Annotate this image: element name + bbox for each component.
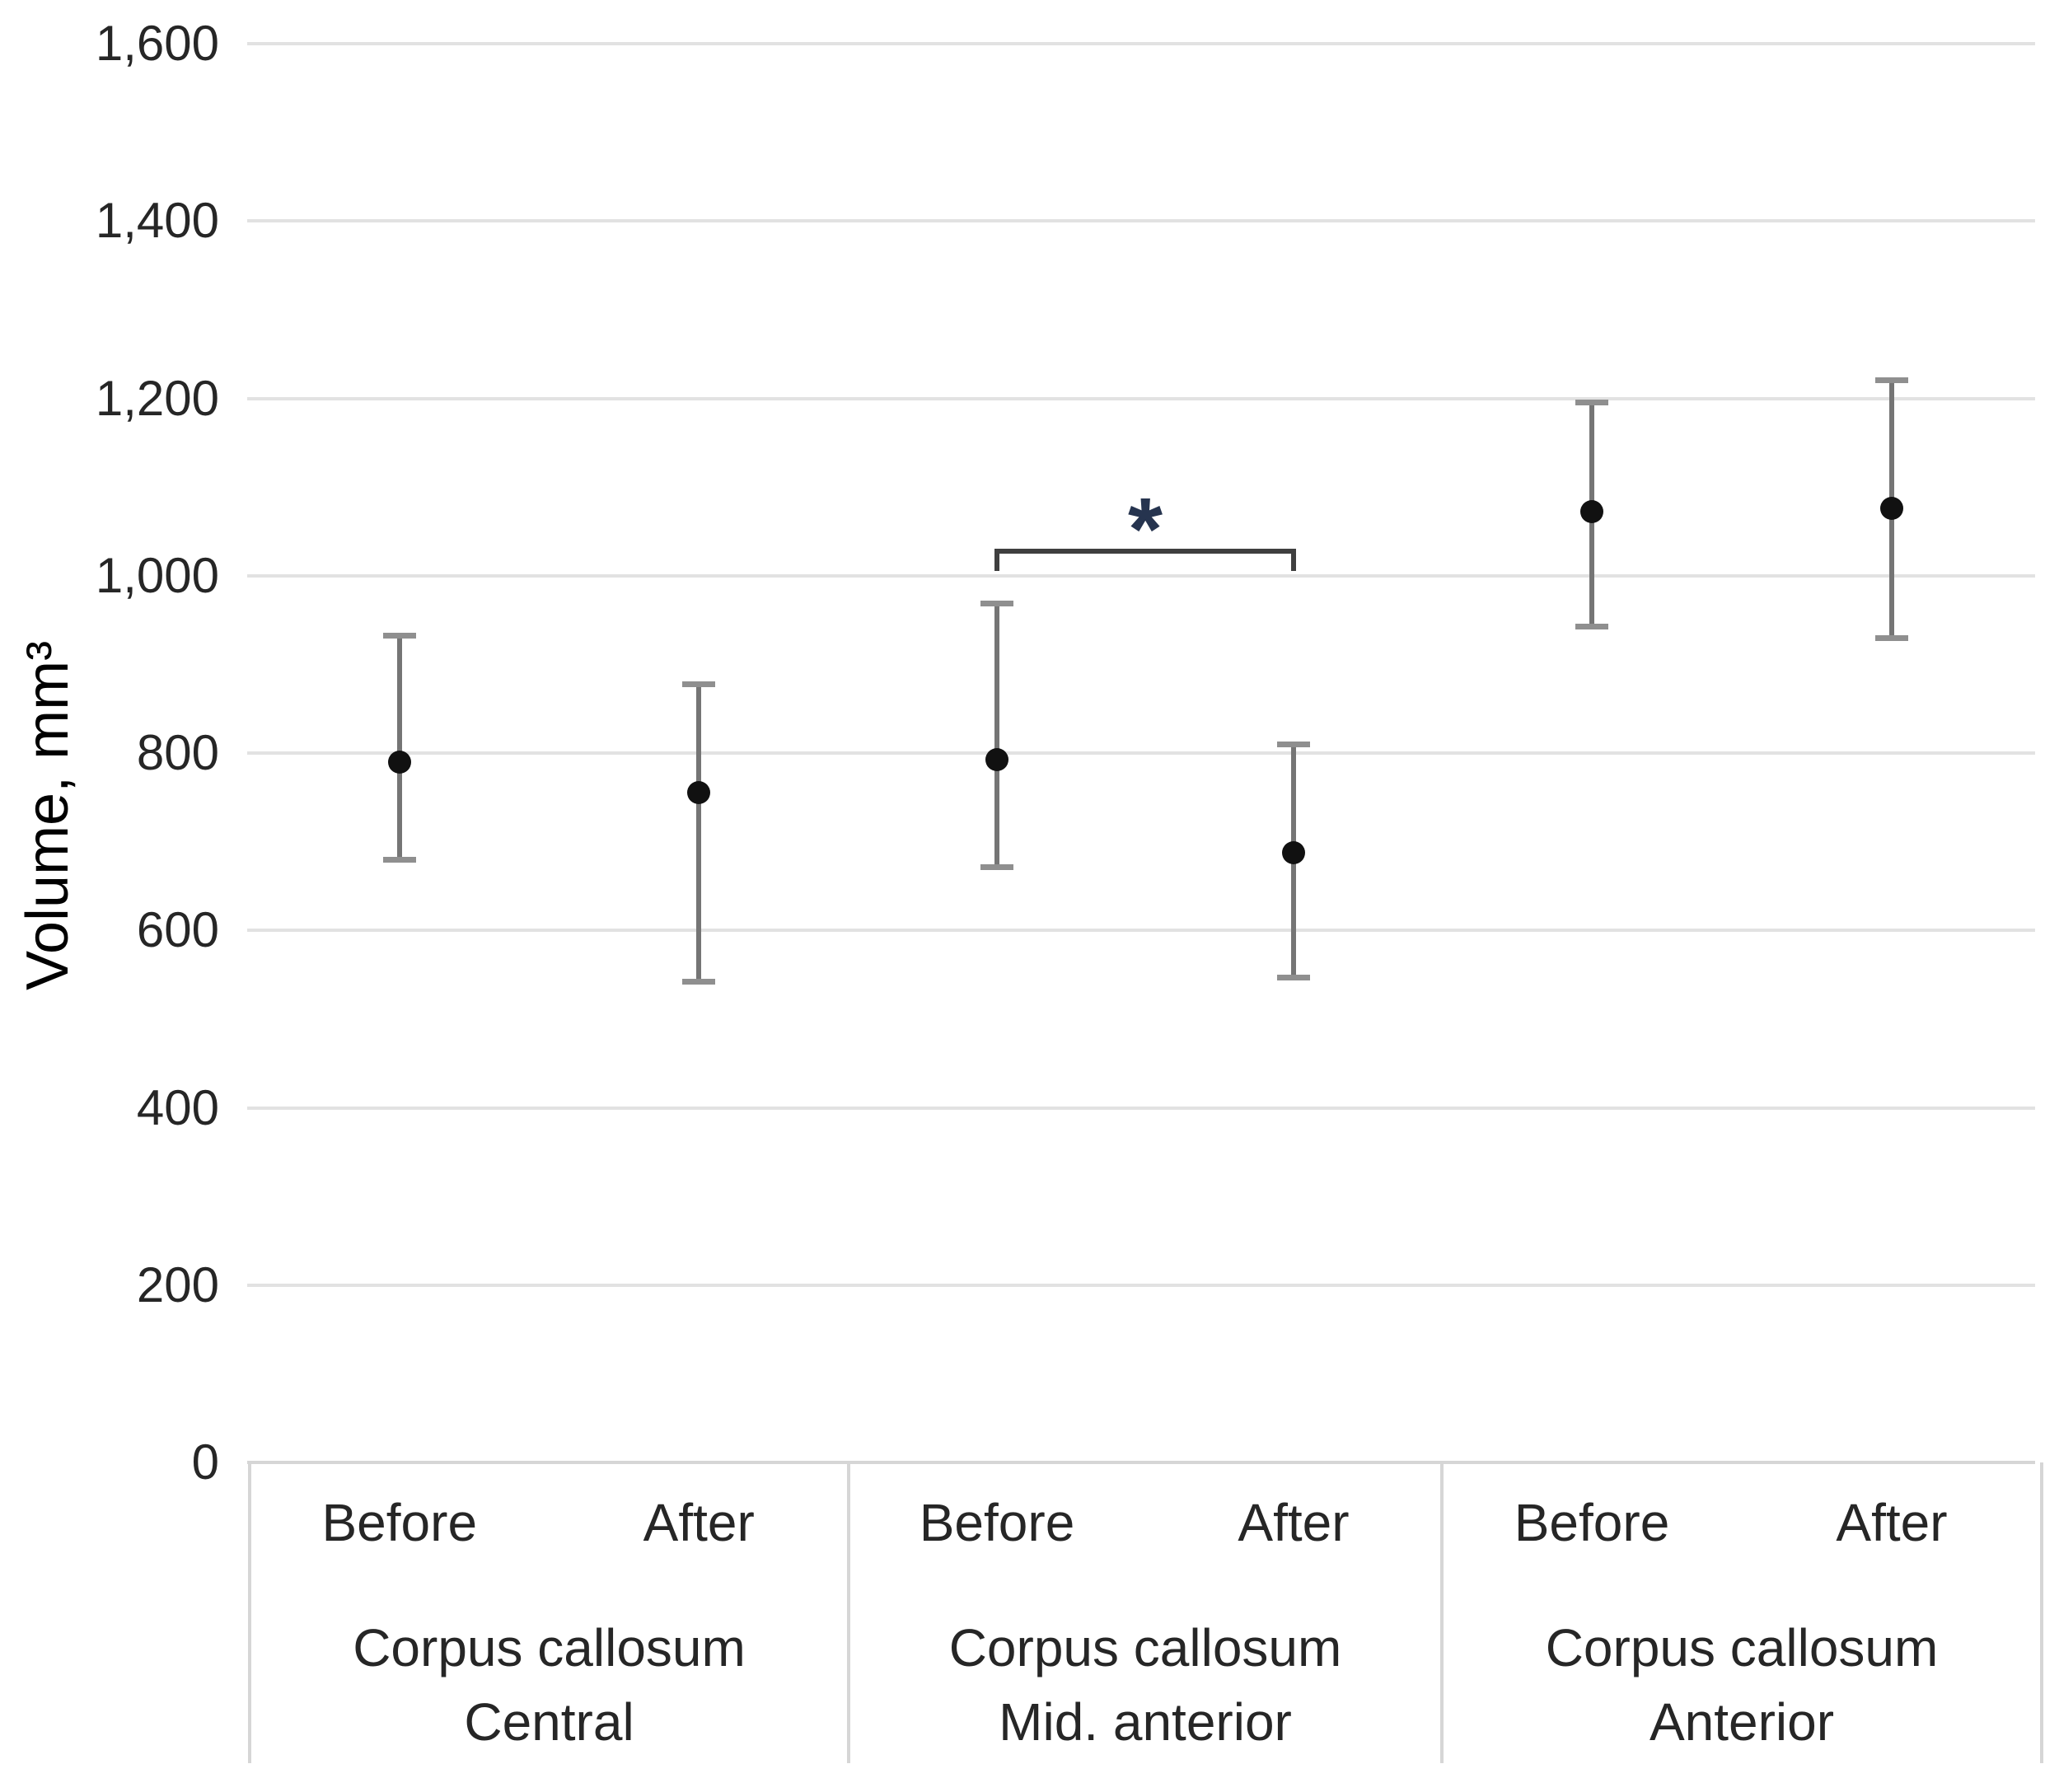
gridline (247, 396, 2035, 400)
error-bar-cap-top (1875, 377, 1908, 383)
gridline (247, 929, 2035, 933)
error-bar-cap-bottom (980, 863, 1013, 870)
gridline (247, 1283, 2035, 1287)
data-point-before (985, 747, 1008, 771)
error-bar-cap-top (1277, 742, 1310, 748)
condition-label: Before (919, 1493, 1075, 1552)
category-divider (847, 1462, 850, 1763)
error-bar-cap-top (980, 601, 1013, 607)
condition-label: After (1836, 1493, 1948, 1552)
y-tick-label: 1,400 (95, 193, 219, 249)
category-divider (2040, 1462, 2043, 1763)
y-tick-label: 800 (136, 725, 219, 780)
y-tick-label: 200 (136, 1256, 219, 1312)
error-bar (994, 603, 999, 867)
group-label-line1: Corpus callosum (353, 1618, 746, 1677)
y-tick-label: 600 (136, 902, 219, 958)
gridline (247, 42, 2035, 45)
data-point-after (687, 781, 711, 805)
gridline (247, 1106, 2035, 1110)
significance-bracket (994, 549, 1296, 571)
error-bar-cap-top (382, 632, 416, 639)
error-bar-cap-bottom (1277, 975, 1310, 981)
error-bar-cap-top (1575, 399, 1608, 405)
group-label: Corpus callosum Central (353, 1611, 746, 1759)
significance-asterisk: * (1127, 479, 1163, 578)
group-label-line2: Mid. anterior (999, 1692, 1292, 1752)
gridline (247, 751, 2035, 755)
category-divider (1440, 1462, 1444, 1763)
error-bar-cap-bottom (682, 978, 716, 985)
category-divider (248, 1462, 251, 1763)
error-bar (696, 684, 702, 981)
condition-label: Before (321, 1493, 478, 1552)
data-point-after (1282, 840, 1305, 864)
error-bar-cap-top (682, 681, 716, 688)
error-bar-cap-bottom (382, 857, 416, 863)
condition-label: After (1238, 1493, 1350, 1552)
x-axis-line (247, 1461, 2035, 1464)
condition-label: After (643, 1493, 755, 1552)
group-label-line1: Corpus callosum (948, 1618, 1342, 1677)
data-point-before (387, 750, 411, 774)
group-label-line2: Central (464, 1692, 634, 1752)
group-label: Corpus callosum Mid. anterior (949, 1611, 1342, 1759)
y-tick-label: 0 (191, 1434, 219, 1490)
data-point-before (1580, 500, 1603, 524)
error-bar (396, 634, 402, 860)
y-tick-label: 400 (136, 1079, 219, 1135)
y-tick-label: 1,600 (95, 16, 219, 71)
gridline (247, 573, 2035, 578)
error-bar-cap-bottom (1875, 635, 1908, 642)
data-point-after (1880, 496, 1903, 520)
y-tick-label: 1,200 (95, 370, 219, 426)
y-tick-label: 1,000 (95, 547, 219, 603)
group-label: Corpus callosum Anterior (1546, 1611, 1939, 1759)
gridline (247, 219, 2035, 223)
condition-label: Before (1514, 1493, 1670, 1552)
error-bar-cap-bottom (1575, 624, 1608, 630)
group-label-line1: Corpus callosum (1545, 1618, 1939, 1677)
group-label-line2: Anterior (1649, 1692, 1835, 1752)
